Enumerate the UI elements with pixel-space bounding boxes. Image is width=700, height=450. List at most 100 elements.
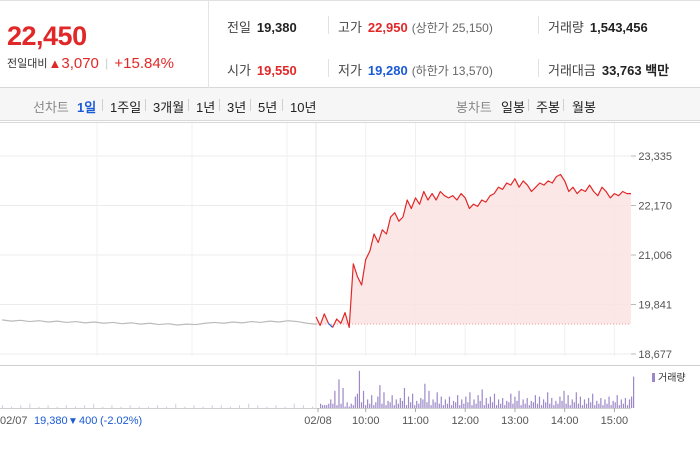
volume-bar xyxy=(495,405,498,408)
prev-day-change-percent: (-2.02%) xyxy=(100,415,142,427)
volume-bar xyxy=(594,405,596,408)
volume-bar xyxy=(497,399,500,408)
volume-bar xyxy=(438,403,440,408)
prev-day-close: 19,380 xyxy=(34,415,68,427)
volume-bar xyxy=(622,403,625,408)
volume-bar xyxy=(239,405,241,408)
today-price-line xyxy=(327,322,334,328)
price-box: 22,450 전일대비▲3,070 | +15.84% xyxy=(0,1,209,88)
volume-bar xyxy=(362,390,365,408)
stat-open: 시가 19,550 xyxy=(227,60,297,79)
volume-bar xyxy=(448,396,451,408)
volume-bar xyxy=(606,403,608,408)
volume-bar xyxy=(614,402,616,408)
y-tick-label: 23,335 xyxy=(638,151,672,163)
volume-bar xyxy=(377,396,379,408)
chart-toolbar: 선차트 1일 1주일 3개월 1년 3년 5년 10년 봉차트 일봉 주봉 월봉 xyxy=(0,88,700,121)
volume-bar xyxy=(590,402,592,408)
period-5y-tab[interactable]: 5년 xyxy=(258,100,278,115)
volume-bar xyxy=(414,405,416,408)
line-chart-label: 선차트 xyxy=(33,100,69,115)
volume-bar xyxy=(475,403,477,408)
volume-bar xyxy=(518,390,520,408)
volume-bar xyxy=(373,405,375,408)
volume-bar xyxy=(38,406,40,408)
volume-bar xyxy=(2,405,3,408)
period-1d-tab[interactable]: 1일 xyxy=(77,100,97,115)
volume-bar xyxy=(491,402,494,408)
volume-bar xyxy=(610,405,612,408)
x-tick-label: 02/08 xyxy=(304,415,332,427)
volume-bar xyxy=(211,405,213,408)
stat-value: 1,543,456 xyxy=(589,20,648,35)
volume-bar xyxy=(561,400,563,408)
period-3y-tab[interactable]: 3년 xyxy=(227,100,247,115)
period-10y-tab[interactable]: 10년 xyxy=(290,100,317,115)
volume-bars xyxy=(2,370,635,408)
change-label: 전일대비 xyxy=(7,58,48,70)
current-price: 22,450 xyxy=(7,21,87,51)
candle-monthly-tab[interactable]: 월봉 xyxy=(572,100,596,115)
volume-bar xyxy=(330,399,332,408)
volume-bar xyxy=(626,405,629,408)
volume-legend-swatch xyxy=(652,373,655,382)
period-1y-tab[interactable]: 1년 xyxy=(196,100,216,115)
volume-bar xyxy=(487,403,489,408)
volume-bar xyxy=(577,403,580,408)
divider xyxy=(250,99,251,111)
stat-value: 22,950 xyxy=(367,20,408,35)
period-3m-tab[interactable]: 3개월 xyxy=(153,100,185,115)
stat-label: 거래량 xyxy=(548,20,584,35)
intraday-price-chart[interactable]: 23,335 22,170 21,006 19,841 18,677 02/08 10:0… xyxy=(0,122,700,450)
volume-bar xyxy=(426,402,428,408)
volume-bar xyxy=(422,399,424,408)
volume-bar xyxy=(356,393,359,408)
volume-bar xyxy=(175,403,177,408)
volume-bar xyxy=(338,379,340,408)
volume-bar xyxy=(332,403,334,408)
volume-bar xyxy=(483,405,485,408)
volume-bar xyxy=(324,405,326,408)
divider xyxy=(282,99,283,111)
volume-bar xyxy=(559,396,561,408)
volume-bar xyxy=(628,399,631,408)
volume-bar xyxy=(47,405,49,408)
volume-bar xyxy=(387,400,389,408)
volume-bar xyxy=(477,395,479,408)
volume-bar xyxy=(129,405,131,408)
volume-bar xyxy=(397,403,399,408)
volume-bar xyxy=(587,398,590,408)
period-1w-tab[interactable]: 1주일 xyxy=(110,100,142,115)
prev-day-date: 02/07 xyxy=(0,415,28,427)
volume-bar xyxy=(516,400,518,408)
y-tick-label: 18,677 xyxy=(638,349,672,361)
x-tick-label: 12:00 xyxy=(451,415,479,427)
price-area-fill xyxy=(316,174,631,328)
volume-bar xyxy=(202,406,204,408)
volume-bar xyxy=(459,405,461,408)
volume-bar xyxy=(596,400,598,408)
candle-weekly-tab[interactable]: 주봉 xyxy=(536,100,560,115)
volume-bar xyxy=(520,405,522,408)
candle-daily-tab[interactable]: 일봉 xyxy=(501,100,525,115)
volume-bar xyxy=(553,405,555,408)
stat-prev-close: 전일 19,380 xyxy=(227,17,297,36)
volume-bar xyxy=(147,406,149,408)
volume-bar xyxy=(469,392,471,408)
volume-bar xyxy=(430,405,432,408)
volume-bar xyxy=(346,402,348,408)
divider xyxy=(145,99,146,111)
volume-bar xyxy=(489,396,491,408)
volume-bar xyxy=(302,405,304,408)
stat-low: 저가 19,280 (하한가 13,570) xyxy=(338,60,493,79)
volume-bar xyxy=(340,403,342,408)
volume-bar xyxy=(166,406,168,408)
volume-bar xyxy=(526,398,528,408)
divider xyxy=(538,16,539,34)
volume-bar xyxy=(266,406,268,408)
volume-bar xyxy=(371,395,373,408)
volume-bar xyxy=(567,395,569,408)
volume-bar xyxy=(631,396,633,408)
volume-bar xyxy=(354,396,356,408)
today-price-line xyxy=(332,173,631,329)
